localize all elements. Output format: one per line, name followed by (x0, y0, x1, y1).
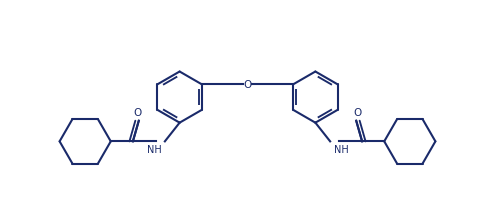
Text: O: O (134, 108, 142, 118)
Text: O: O (353, 108, 361, 118)
Text: NH: NH (147, 144, 161, 154)
Text: O: O (244, 80, 251, 90)
Text: NH: NH (334, 144, 348, 154)
